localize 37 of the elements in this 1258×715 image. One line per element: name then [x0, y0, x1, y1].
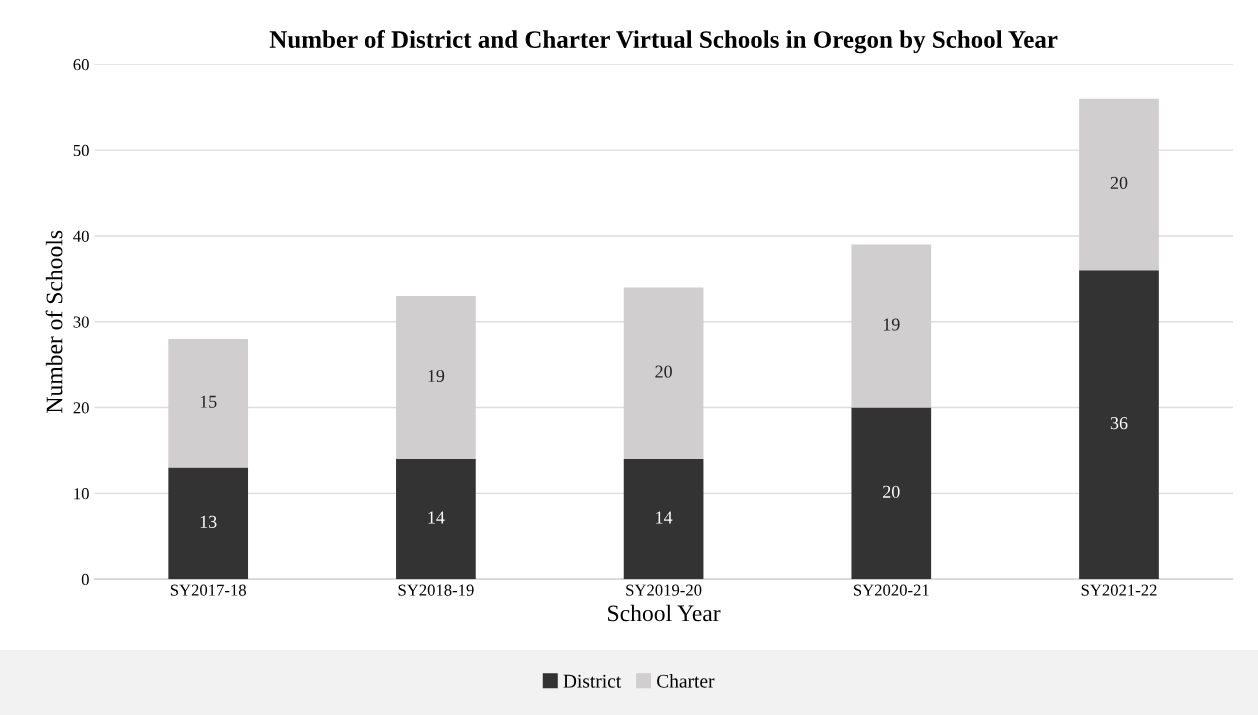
data-label: 13 — [200, 515, 217, 528]
y-tick-label: 30 — [73, 316, 89, 328]
bar — [623, 459, 704, 580]
bar — [396, 296, 476, 460]
data-label: 15 — [200, 395, 217, 408]
chart-title: Number of District and Charter Virtual Schools in Oregon by School Year — [269, 30, 1058, 54]
y-tick-label: 40 — [73, 230, 89, 242]
x-tick-label: SY2020-21 — [853, 584, 929, 596]
y-tick-label: 0 — [81, 573, 89, 586]
x-tick-label: SY2018-19 — [398, 584, 474, 596]
data-label: 20 — [655, 365, 672, 378]
bar — [168, 338, 249, 468]
y-tick-label: 50 — [73, 144, 89, 157]
bar — [168, 467, 249, 580]
data-label: 19 — [428, 369, 445, 383]
bar — [1079, 98, 1159, 271]
bar — [623, 287, 704, 460]
y-tick-label: 60 — [73, 59, 89, 71]
bar — [396, 459, 476, 580]
legend-label: District — [563, 674, 622, 688]
bar — [851, 244, 932, 408]
x-tick-label: SY2021-22 — [1081, 584, 1157, 596]
y-tick-label: 10 — [74, 488, 89, 500]
bar — [1079, 270, 1159, 580]
bar — [851, 407, 932, 580]
y-tick-label: 20 — [73, 402, 89, 414]
x-axis-title: School Year — [608, 604, 721, 622]
data-label: 14 — [428, 511, 445, 524]
data-label: 36 — [1110, 417, 1128, 430]
y-axis-title: Number of Schools — [45, 230, 63, 413]
legend-label: Charter — [657, 674, 715, 688]
data-label: 20 — [1110, 176, 1128, 189]
x-tick-label: SY2017-18 — [170, 584, 246, 596]
data-label: 14 — [656, 511, 673, 524]
x-tick-label: SY2019-20 — [626, 584, 702, 596]
data-label: 20 — [883, 485, 900, 498]
data-label: 19 — [883, 318, 900, 331]
